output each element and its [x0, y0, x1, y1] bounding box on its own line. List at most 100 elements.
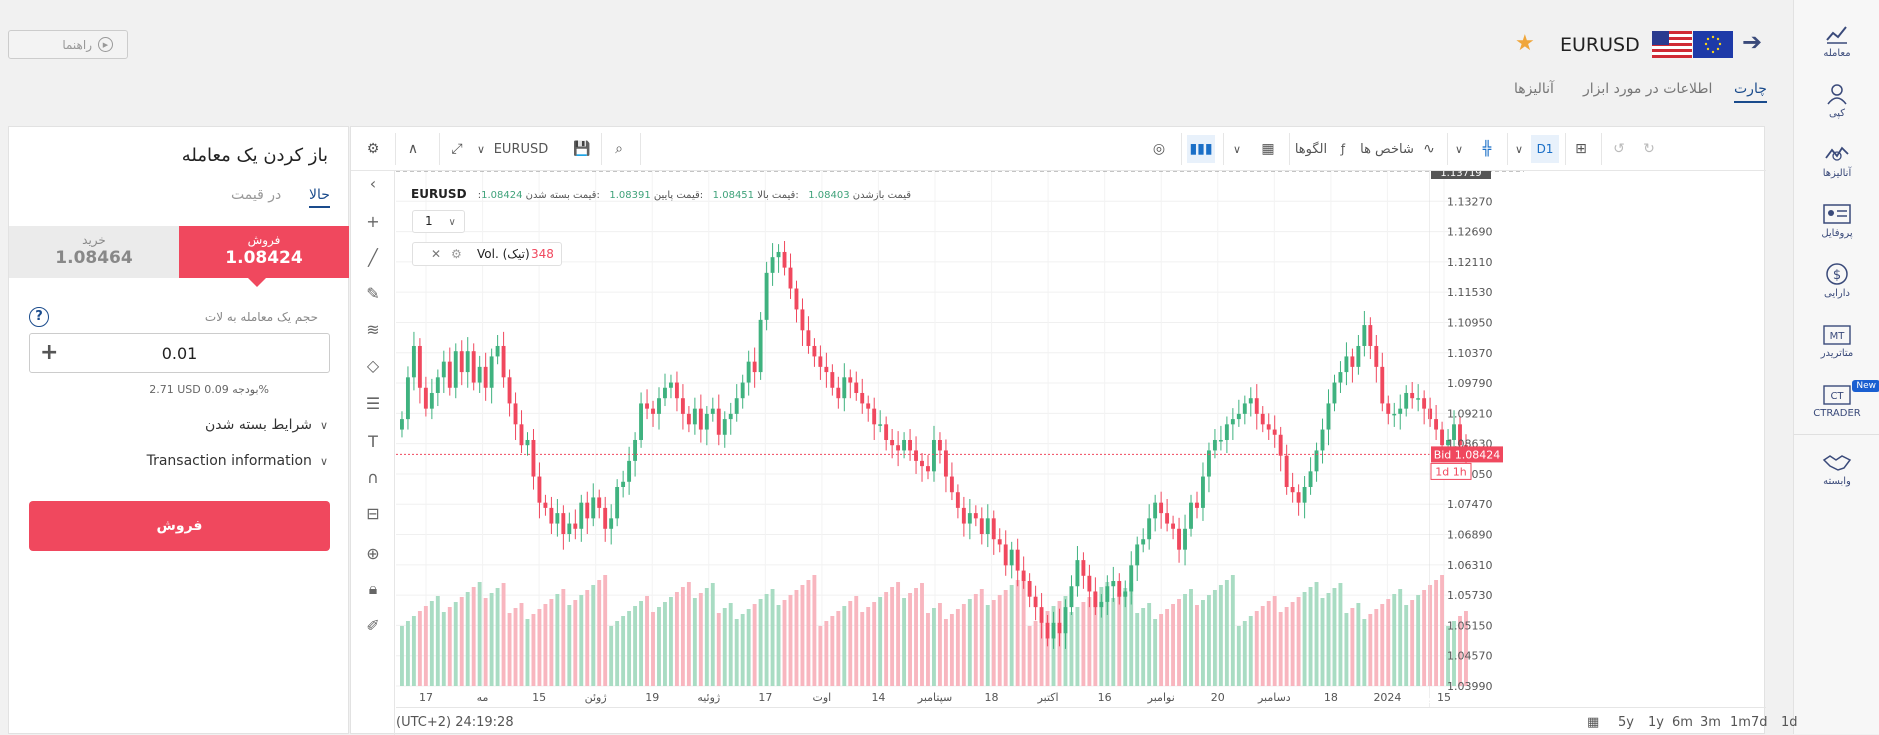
candle-body: [973, 513, 978, 519]
back-arrow-icon[interactable]: ➔: [1742, 28, 1763, 56]
price-axis[interactable]: 1.13270 1.12690 1.12110 1.11530 1.10950 1.103…: [1429, 171, 1549, 707]
trade-panel: باز کردن یک معامله حالا در قیمت خرید 1.0…: [8, 126, 349, 734]
transaction-info-toggle[interactable]: Transaction information ∨: [147, 453, 328, 469]
volume-bar: [555, 594, 560, 686]
candle-body: [531, 439, 536, 477]
candle-body: [967, 513, 972, 524]
tab-instrument-info[interactable]: اطلاعات در مورد ابزار: [1583, 81, 1713, 97]
redo-icon[interactable]: ↻: [1643, 141, 1655, 157]
brush-icon[interactable]: ✎: [366, 283, 380, 303]
indicator-settings-icon[interactable]: ⚙: [451, 247, 462, 261]
sell-button[interactable]: فروش: [29, 501, 330, 551]
tf-6m[interactable]: 6m: [1672, 715, 1693, 730]
text-tool-icon[interactable]: T: [368, 431, 378, 451]
volume-bar: [657, 607, 661, 686]
tf-1m[interactable]: 1m: [1730, 715, 1751, 730]
x-tick-label: اوت: [813, 691, 832, 704]
tf-7d[interactable]: 7d: [1751, 715, 1768, 730]
indicators-button[interactable]: شاخص ها: [1360, 141, 1414, 157]
symbol-selector[interactable]: EURUSD: [493, 141, 549, 157]
rail-item-analysis[interactable]: آنالیزها: [1794, 142, 1879, 179]
crosshair-icon[interactable]: +: [366, 211, 380, 231]
candle-body: [1003, 544, 1008, 566]
volume-bar: [997, 595, 1002, 686]
chevron-down-icon[interactable]: ∨: [1514, 142, 1524, 156]
tf-1y[interactable]: 1y: [1648, 715, 1664, 730]
eraser-icon[interactable]: ✐: [366, 615, 380, 635]
volume-bar: [597, 580, 602, 686]
rail-item-trade[interactable]: معامله: [1794, 22, 1879, 59]
search-icon[interactable]: ⌕: [615, 141, 623, 157]
candle-body: [674, 382, 679, 399]
volume-bar: [1111, 598, 1116, 686]
lot-size-label: حجم یک معامله به لات: [204, 310, 318, 324]
function-icon[interactable]: ƒ: [1340, 142, 1346, 156]
remove-icon[interactable]: ✕: [431, 247, 442, 261]
rail-item-metatrader[interactable]: MT متاتریدر: [1794, 324, 1879, 359]
chevron-down-icon[interactable]: ∨: [476, 142, 486, 156]
volume-bar: [400, 626, 404, 686]
sell-price-box[interactable]: فروش 1.08424: [179, 226, 349, 278]
volume-bar: [1440, 575, 1444, 686]
volume-label: Vol. (تیک): [477, 247, 530, 261]
price-chart[interactable]: 17 مه 15 ژوئن 19 ژوئیه 17 اوت 14 سپتامبر 18 اکتبر 16…: [396, 171, 1524, 707]
increment-plus-icon[interactable]: +: [40, 340, 59, 365]
close-conditions-toggle[interactable]: شرایط بسته شدن ∨: [205, 417, 328, 433]
volume-bar: [573, 600, 578, 686]
guide-button[interactable]: راهنما ▶: [8, 30, 128, 59]
collapse-left-icon[interactable]: ‹: [369, 173, 377, 193]
chevron-up-icon[interactable]: ∧: [407, 141, 419, 157]
fullscreen-icon[interactable]: ⤢: [451, 141, 463, 157]
favorite-star-icon[interactable]: ★: [1515, 31, 1535, 56]
channel-icon[interactable]: ≋: [366, 319, 380, 339]
rail-item-assets[interactable]: $ دارایی: [1794, 262, 1879, 299]
tab-analysis[interactable]: آنالیزها: [1514, 81, 1554, 97]
volume-bar: [782, 600, 787, 686]
add-chart-icon[interactable]: ⊞: [1575, 141, 1587, 157]
magnet-icon[interactable]: ∩: [367, 467, 379, 487]
save-icon[interactable]: 💾: [573, 141, 591, 157]
patterns-button[interactable]: الگوها: [1294, 141, 1328, 157]
candles-icon[interactable]: ╬: [1482, 141, 1492, 157]
volume-bar: [979, 589, 984, 686]
undo-icon[interactable]: ↺: [1613, 141, 1625, 157]
rail-item-ctrader[interactable]: CT CTRADER New: [1794, 380, 1879, 419]
tab-market-now[interactable]: حالا: [309, 187, 330, 208]
volume-bar: [483, 598, 488, 686]
tf-1d[interactable]: 1d: [1781, 715, 1798, 730]
chevron-down-icon[interactable]: ∨: [1454, 142, 1464, 156]
candle-body: [471, 351, 476, 383]
interval-selector[interactable]: 1 ∨: [412, 210, 465, 233]
tab-chart[interactable]: چارت: [1734, 81, 1767, 103]
tf-5y[interactable]: 5y: [1618, 715, 1634, 730]
rail-item-affiliate[interactable]: وابسته: [1794, 450, 1879, 487]
candle-body: [722, 419, 727, 435]
volume-bar: [812, 575, 817, 686]
pattern-shape-icon[interactable]: ◇: [366, 355, 380, 375]
fib-levels-icon[interactable]: ☰: [365, 393, 381, 413]
rail-item-copy[interactable]: کپی: [1794, 82, 1879, 119]
chevron-down-icon[interactable]: ∨: [1232, 142, 1242, 156]
rail-item-profile[interactable]: پروفایل: [1794, 202, 1879, 239]
lock-icon[interactable]: 🔒︎: [368, 579, 378, 598]
zoom-in-icon[interactable]: ⊕: [366, 543, 380, 563]
candle-body: [400, 419, 404, 430]
date-range-calendar-icon[interactable]: ▦: [1587, 715, 1600, 730]
x-tick-label: سپتامبر: [917, 691, 953, 704]
buy-price-box[interactable]: خرید 1.08464: [9, 226, 179, 278]
calendar-icon[interactable]: ▦: [1261, 141, 1275, 157]
volume-bar: [1021, 575, 1026, 686]
settings-gear-icon[interactable]: ⚙: [366, 141, 380, 157]
tab-at-price[interactable]: در قیمت: [231, 187, 282, 203]
lot-size-input[interactable]: + 0.01: [29, 333, 330, 373]
tf-3m[interactable]: 3m: [1700, 715, 1721, 730]
trend-line-icon[interactable]: ╱: [368, 247, 378, 267]
help-icon[interactable]: ?: [29, 307, 49, 327]
camera-icon[interactable]: ◎: [1152, 141, 1166, 157]
volume-bars-icon[interactable]: ▮▮▮: [1187, 135, 1215, 163]
indicator-wave-icon[interactable]: ∿: [1423, 141, 1435, 157]
candle-body: [543, 502, 548, 508]
measure-icon[interactable]: ⊟: [366, 503, 380, 523]
candle-body: [1338, 372, 1343, 383]
timeframe-selector[interactable]: D1: [1531, 135, 1559, 163]
